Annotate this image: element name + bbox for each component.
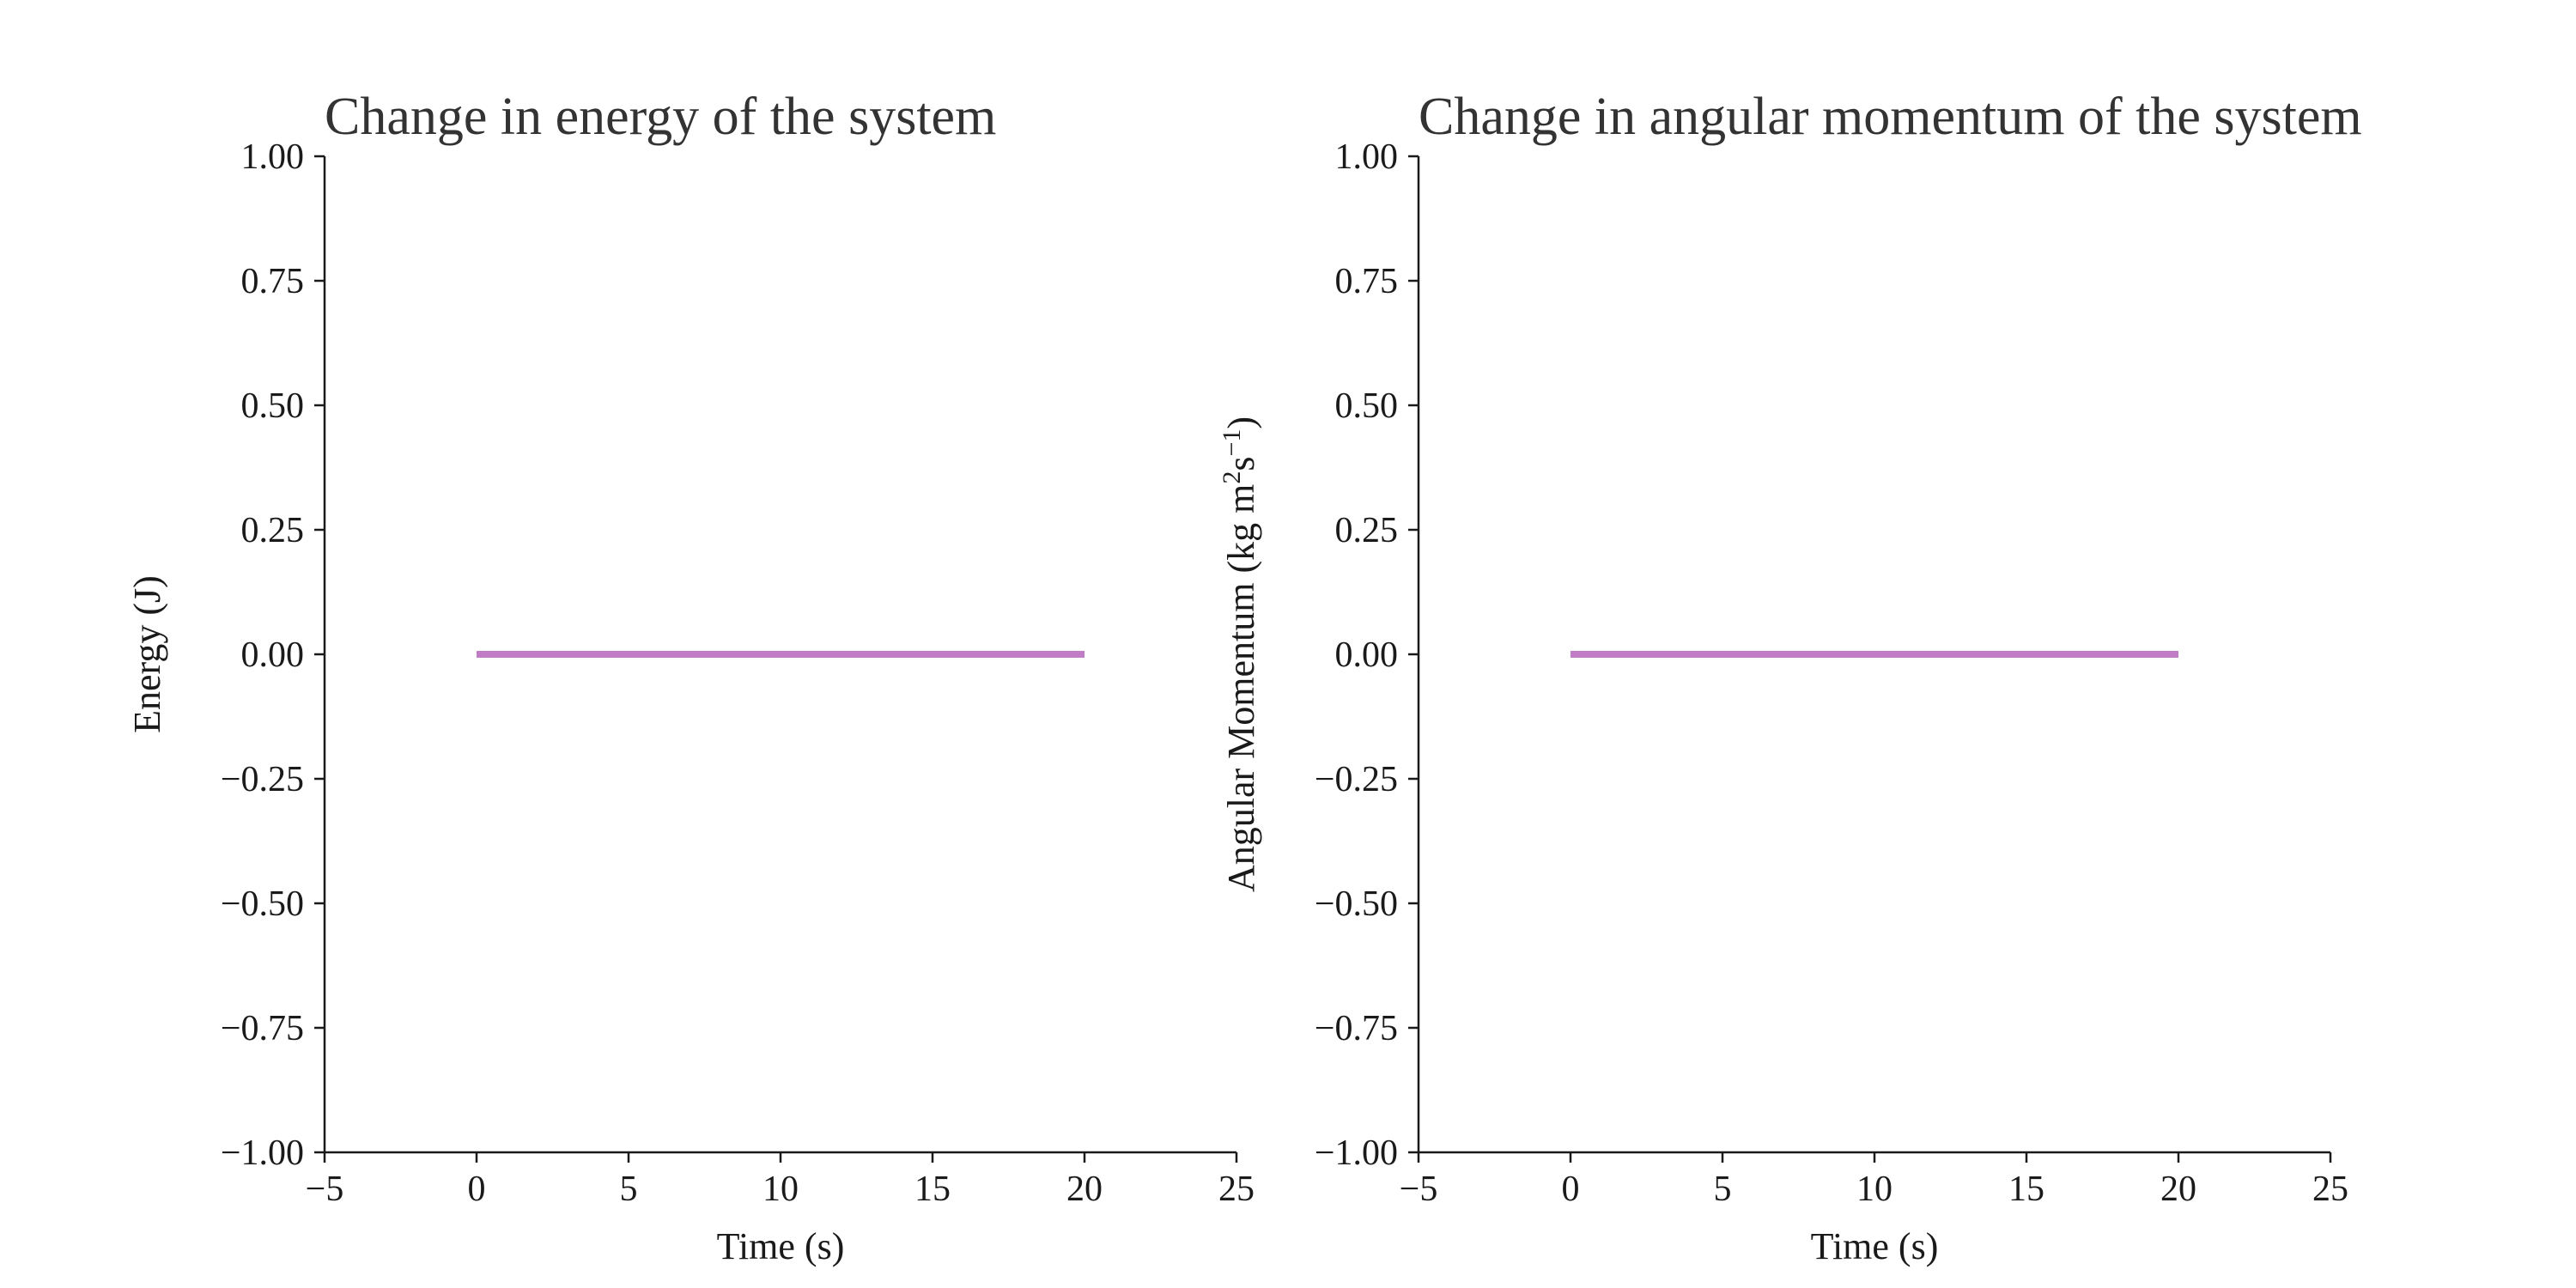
- y-axis-label-part: s: [1220, 457, 1262, 471]
- x-tick-label: 20: [1066, 1170, 1103, 1209]
- x-tick-label: −5: [1400, 1170, 1438, 1209]
- y-tick-label: 0.75: [241, 262, 305, 301]
- y-tick-label: 0.00: [1335, 635, 1399, 675]
- x-tick-label: 25: [1218, 1170, 1255, 1209]
- x-axis-label: Time (s): [1811, 1225, 1939, 1267]
- x-tick-label: 10: [762, 1170, 799, 1209]
- y-axis-label-part: Angular Momentum (kg m: [1220, 484, 1262, 892]
- y-tick-label: −1.00: [221, 1133, 304, 1173]
- y-axis-label-superscript: −1: [1218, 429, 1246, 457]
- y-tick-label: 0.50: [1335, 386, 1399, 426]
- y-tick-label: 1.00: [1335, 137, 1399, 177]
- y-tick-label: −0.25: [1315, 760, 1398, 799]
- y-tick-label: −1.00: [1315, 1133, 1398, 1173]
- x-tick-label: 0: [468, 1170, 486, 1209]
- y-tick-label: 1.00: [241, 137, 305, 177]
- angular-momentum-chart: Change in angular momentum of the system…: [1218, 88, 2362, 1267]
- energy-chart: Change in energy of the system Time (s) …: [126, 88, 1255, 1267]
- y-tick-label: 0.50: [241, 386, 305, 426]
- y-axis-label-superscript: 2: [1218, 471, 1246, 484]
- x-tick-label: −5: [306, 1170, 344, 1209]
- y-tick-label: 0.75: [1335, 262, 1399, 301]
- y-tick-label: −0.75: [221, 1009, 304, 1048]
- x-tick-label: 20: [2160, 1170, 2196, 1209]
- y-tick-label: 0.25: [1335, 511, 1399, 550]
- x-tick-label: 5: [1714, 1170, 1732, 1209]
- y-axis-label: Energy (J): [126, 575, 168, 733]
- x-tick-label: 0: [1562, 1170, 1580, 1209]
- x-tick-label: 5: [620, 1170, 638, 1209]
- y-tick-label: −0.75: [1315, 1009, 1398, 1048]
- y-tick-label: 0.25: [241, 511, 305, 550]
- y-tick-label: −0.50: [1315, 884, 1398, 924]
- chart-title: Change in energy of the system: [325, 88, 996, 146]
- x-tick-label: 25: [2312, 1170, 2348, 1209]
- y-axis-label: Angular Momentum (kg m2s−1): [1218, 416, 1262, 892]
- x-tick-label: 15: [2008, 1170, 2044, 1209]
- chart-title: Change in angular momentum of the system: [1419, 88, 2362, 146]
- x-tick-label: 10: [1856, 1170, 1893, 1209]
- y-tick-label: 0.00: [241, 635, 305, 675]
- x-tick-label: 15: [914, 1170, 951, 1209]
- y-tick-label: −0.25: [221, 760, 304, 799]
- y-tick-label: −0.50: [221, 884, 304, 924]
- y-axis-label-part: ): [1220, 416, 1262, 429]
- x-axis-label: Time (s): [717, 1225, 845, 1267]
